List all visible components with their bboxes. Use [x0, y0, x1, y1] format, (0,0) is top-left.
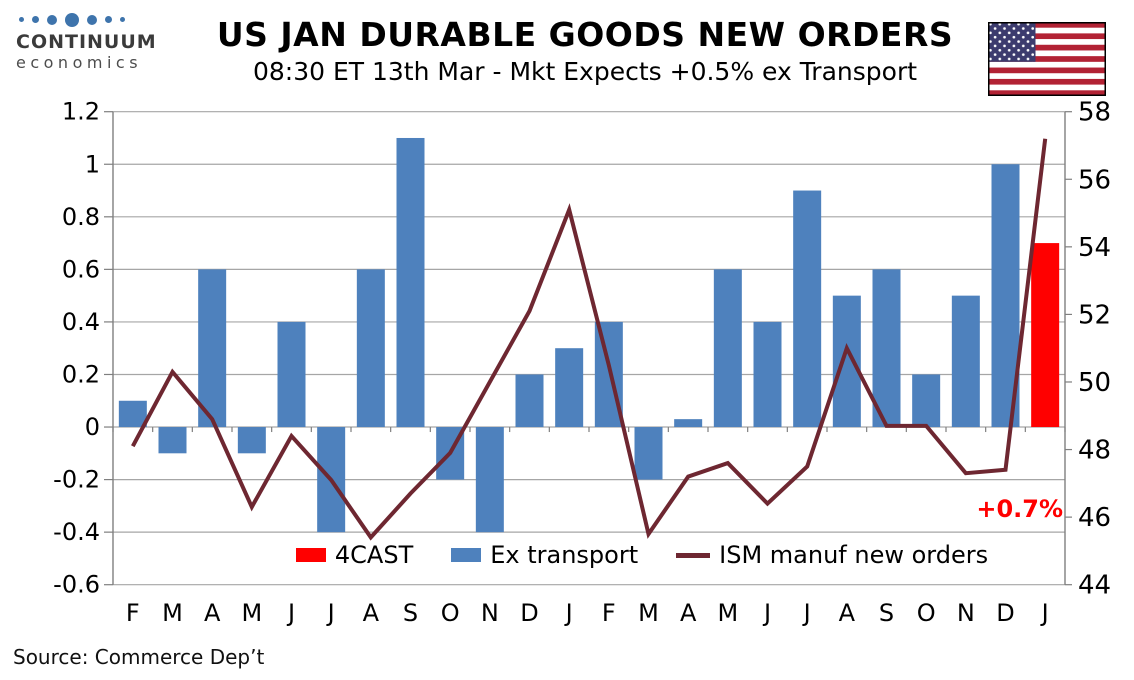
legend-item-ism-manuf-new-orders: ISM manuf new orders	[676, 541, 988, 569]
chart-subtitle: 08:30 ET 13th Mar - Mkt Expects +0.5% ex…	[252, 56, 918, 86]
logo-subtext: economics	[16, 52, 143, 72]
x-axis-label: O	[917, 599, 936, 627]
left-axis-label: 0	[85, 413, 100, 441]
x-axis-label: M	[717, 599, 738, 627]
x-axis-label: D	[520, 599, 538, 627]
right-axis-label: 48	[1078, 436, 1111, 466]
left-axis-label: 1.2	[62, 98, 100, 126]
bar-ex-transport-17	[793, 190, 822, 428]
bar-ex-transport-20	[912, 374, 941, 428]
left-axis-label: 0.2	[62, 360, 100, 388]
x-axis-label: J	[1040, 599, 1049, 627]
right-axis-label: 50	[1078, 368, 1111, 398]
forecast-annotation: +0.7%	[976, 495, 1063, 523]
bar-ex-transport-13	[634, 427, 663, 480]
x-axis-label: M	[638, 599, 659, 627]
legend-label-ex-transport: Ex transport	[490, 541, 639, 569]
x-axis-label: F	[126, 599, 140, 627]
bar-ex-transport-14	[674, 419, 703, 428]
bar-ex-transport-3	[237, 427, 266, 454]
bar-ex-transport-6	[356, 269, 385, 428]
bar-ex-transport-2	[198, 269, 227, 428]
x-axis-label: M	[241, 599, 262, 627]
legend-item-ex-transport: Ex transport	[451, 541, 638, 569]
bar-ex-transport-19	[872, 269, 901, 428]
bar-ex-transport-16	[753, 321, 782, 428]
legend-swatch-4cast	[295, 548, 326, 562]
left-axis-label: 0.4	[62, 308, 100, 336]
bar-ex-transport-7	[396, 137, 425, 428]
legend-swatch-ism-manuf-new-orders	[676, 552, 711, 558]
legend-label-4cast: 4CAST	[334, 541, 414, 569]
x-axis-label: M	[162, 599, 183, 627]
logo-wordmark: CONTINUUM	[16, 31, 157, 53]
x-axis-label: A	[363, 599, 380, 627]
us-flag-icon	[988, 22, 1106, 96]
chart-title: US JAN DURABLE GOODS NEW ORDERS	[216, 15, 954, 54]
x-axis-label: S	[403, 599, 418, 627]
x-axis-label: J	[564, 599, 573, 627]
right-axis-label: 46	[1078, 503, 1111, 533]
right-axis-label: 44	[1078, 571, 1111, 601]
right-axis-label: 56	[1078, 165, 1111, 195]
legend-item-4cast: 4CAST	[295, 541, 414, 569]
bar-4cast-23	[1031, 243, 1060, 428]
x-axis-label: S	[879, 599, 894, 627]
right-axis-label: 58	[1078, 98, 1111, 128]
right-axis-label: 52	[1078, 300, 1111, 330]
left-axis-label: -0.2	[53, 466, 100, 494]
x-axis-label: A	[680, 599, 697, 627]
x-axis-label: O	[441, 599, 460, 627]
bar-ex-transport-0	[118, 400, 147, 428]
x-axis-label: A	[839, 599, 856, 627]
x-axis-label: J	[326, 599, 335, 627]
logo-dots-icon	[19, 12, 186, 27]
x-axis-label: J	[802, 599, 811, 627]
bars-ex-transport	[118, 137, 1020, 533]
x-axis-label: N	[481, 599, 499, 627]
bar-ex-transport-15	[713, 269, 742, 428]
left-axis-label: -0.4	[53, 518, 100, 546]
bar-ex-transport-11	[555, 348, 584, 428]
axis-labels: 1.2 1 0.8 0.6 0.4 0.2 0 -0.2 -0.4 -0.6 58 56 54 52 50 4…	[53, 98, 1111, 627]
x-axis-label: N	[957, 599, 975, 627]
bar-ex-transport-9	[475, 427, 504, 533]
bar-ex-transport-21	[951, 295, 980, 428]
ism-manuf-new-orders-line	[131, 138, 1048, 541]
left-axis-label: -0.6	[53, 571, 100, 599]
bar-ex-transport-10	[515, 374, 544, 428]
legend-swatch-ex-transport	[451, 548, 482, 562]
x-axis-label: F	[602, 599, 616, 627]
left-axis-label: 0.6	[62, 255, 100, 283]
bar-ex-transport-1	[158, 427, 187, 454]
left-axis-label: 1	[85, 150, 100, 178]
continuum-logo: CONTINUUM economics	[16, 12, 186, 72]
gridlines	[104, 111, 1072, 586]
x-axis-label: J	[286, 599, 295, 627]
chart-legend: 4CAST Ex transport ISM manuf new orders	[0, 541, 1134, 569]
left-axis-label: 0.8	[62, 203, 100, 231]
bars-4cast	[1031, 243, 1060, 428]
bar-ex-transport-4	[277, 321, 306, 428]
right-axis-label: 54	[1078, 233, 1111, 263]
x-axis-label: J	[762, 599, 771, 627]
title-block: US JAN DURABLE GOODS NEW ORDERS 08:30 ET…	[40, 16, 1130, 86]
x-axis-label: A	[204, 599, 221, 627]
x-axis-label: D	[996, 599, 1014, 627]
bar-ex-transport-18	[832, 295, 861, 428]
legend-label-ism-manuf-new-orders: ISM manuf new orders	[719, 541, 989, 569]
source-note: Source: Commerce Dep’t	[13, 645, 265, 669]
